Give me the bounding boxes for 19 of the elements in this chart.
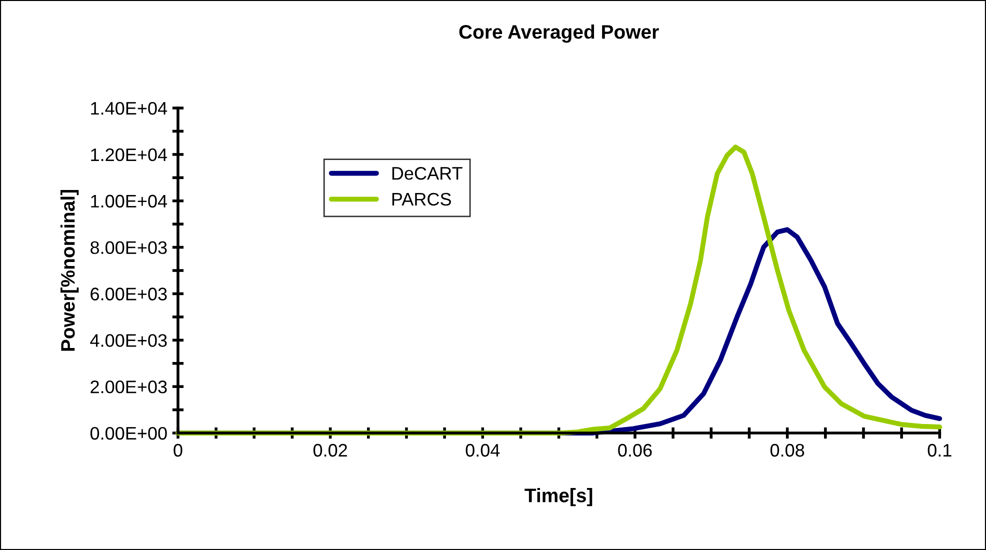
x-tick-label: 0.1 — [928, 444, 952, 457]
legend-label: DeCART — [392, 166, 462, 180]
x-tick-label: 0.04 — [466, 444, 500, 457]
x-tick-label: 0.08 — [770, 444, 804, 457]
x-tick-label: 0.06 — [618, 444, 652, 457]
chart-title: Core Averaged Power — [459, 24, 659, 43]
y-tick-label: 0.00E+00 — [90, 426, 167, 440]
x-tick-label: 0 — [174, 444, 182, 457]
x-axis-title: Time[s] — [524, 488, 592, 506]
y-tick-label: 4.00E+03 — [90, 334, 167, 347]
y-tick-label: 6.00E+03 — [90, 288, 167, 300]
y-tick-label: 2.00E+03 — [90, 380, 167, 394]
y-tick-label: 1.00E+04 — [91, 194, 168, 208]
legend-label: PARCS — [392, 192, 451, 206]
x-tick-label: 0.02 — [313, 444, 347, 457]
y-axis-title: Power[%nominal] — [60, 190, 79, 351]
y-tick-label: 8.00E+03 — [90, 241, 167, 254]
y-tick-label: 1.40E+04 — [91, 102, 168, 115]
y-tick-label: 1.20E+04 — [91, 148, 168, 162]
